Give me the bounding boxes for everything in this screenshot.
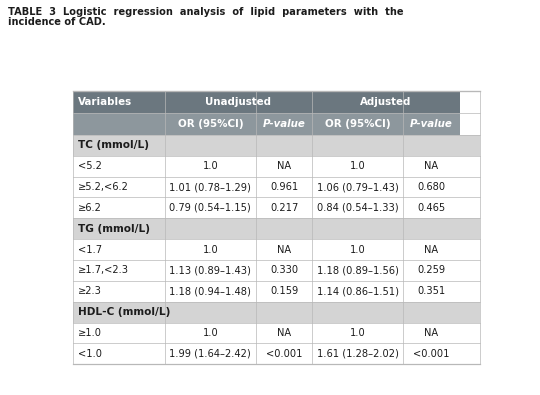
Text: 0.84 (0.54–1.33): 0.84 (0.54–1.33): [317, 203, 399, 213]
Text: <1.7: <1.7: [78, 245, 102, 255]
Text: <1.0: <1.0: [78, 349, 102, 359]
Text: 1.0: 1.0: [202, 161, 218, 171]
Text: 1.06 (0.79–1.43): 1.06 (0.79–1.43): [317, 182, 399, 192]
Bar: [403, 113, 460, 135]
Text: Variables: Variables: [78, 97, 132, 107]
Text: 1.13 (0.89–1.43): 1.13 (0.89–1.43): [170, 265, 251, 275]
Text: 0.159: 0.159: [270, 286, 298, 296]
Bar: [256, 113, 312, 135]
Text: ≥6.2: ≥6.2: [78, 203, 102, 213]
Text: NA: NA: [424, 328, 438, 338]
Text: 1.18 (0.94–1.48): 1.18 (0.94–1.48): [170, 286, 251, 296]
Text: 1.0: 1.0: [350, 328, 366, 338]
Bar: [73, 218, 480, 239]
Text: 1.14 (0.86–1.51): 1.14 (0.86–1.51): [317, 286, 399, 296]
Text: ≥5.2,<6.2: ≥5.2,<6.2: [78, 182, 129, 192]
Bar: [165, 90, 312, 113]
Text: 0.961: 0.961: [270, 182, 298, 192]
Text: 0.351: 0.351: [417, 286, 446, 296]
Bar: [312, 113, 403, 135]
Bar: [73, 322, 480, 343]
Text: 0.330: 0.330: [270, 265, 298, 275]
Bar: [73, 281, 480, 302]
Text: 1.18 (0.89–1.56): 1.18 (0.89–1.56): [317, 265, 399, 275]
Text: NA: NA: [277, 245, 291, 255]
Text: Adjusted: Adjusted: [360, 97, 411, 107]
Text: 1.99 (1.64–2.42): 1.99 (1.64–2.42): [170, 349, 251, 359]
Text: 1.0: 1.0: [350, 245, 366, 255]
Bar: [312, 90, 460, 113]
Text: 1.61 (1.28–2.02): 1.61 (1.28–2.02): [317, 349, 399, 359]
Text: ≥2.3: ≥2.3: [78, 286, 102, 296]
Bar: [73, 198, 480, 218]
Bar: [73, 343, 480, 364]
Text: OR (95%CI): OR (95%CI): [325, 119, 390, 129]
Text: 1.0: 1.0: [350, 161, 366, 171]
Text: <0.001: <0.001: [266, 349, 302, 359]
Text: NA: NA: [277, 328, 291, 338]
Text: TABLE  3  Logistic  regression  analysis  of  lipid  parameters  with  the: TABLE 3 Logistic regression analysis of …: [8, 7, 403, 17]
Text: 0.465: 0.465: [417, 203, 446, 213]
Text: <0.001: <0.001: [413, 349, 450, 359]
Text: 0.680: 0.680: [417, 182, 446, 192]
Text: <5.2: <5.2: [78, 161, 102, 171]
Bar: [73, 260, 480, 281]
Text: 1.0: 1.0: [202, 245, 218, 255]
Text: P-value: P-value: [410, 119, 453, 129]
Text: ≥1.0: ≥1.0: [78, 328, 102, 338]
Text: 1.01 (0.78–1.29): 1.01 (0.78–1.29): [170, 182, 251, 192]
Text: ≥1.7,<2.3: ≥1.7,<2.3: [78, 265, 129, 275]
Text: OR (95%CI): OR (95%CI): [178, 119, 243, 129]
Text: P-value: P-value: [262, 119, 306, 129]
Bar: [73, 113, 165, 135]
Bar: [73, 302, 480, 322]
Bar: [73, 177, 480, 198]
Text: 0.217: 0.217: [270, 203, 298, 213]
Text: 0.79 (0.54–1.15): 0.79 (0.54–1.15): [170, 203, 251, 213]
Text: TC (mmol/L): TC (mmol/L): [78, 140, 148, 150]
Text: NA: NA: [424, 161, 438, 171]
Text: Unadjusted: Unadjusted: [205, 97, 272, 107]
Text: 0.259: 0.259: [417, 265, 446, 275]
Text: 1.0: 1.0: [202, 328, 218, 338]
Bar: [165, 113, 256, 135]
Text: TG (mmol/L): TG (mmol/L): [78, 224, 150, 234]
Text: HDL-C (mmol/L): HDL-C (mmol/L): [78, 307, 170, 317]
Bar: [73, 156, 480, 177]
Text: NA: NA: [277, 161, 291, 171]
Bar: [73, 90, 165, 113]
Text: NA: NA: [424, 245, 438, 255]
Text: incidence of CAD.: incidence of CAD.: [8, 17, 105, 27]
Bar: [73, 239, 480, 260]
Bar: [73, 135, 480, 156]
